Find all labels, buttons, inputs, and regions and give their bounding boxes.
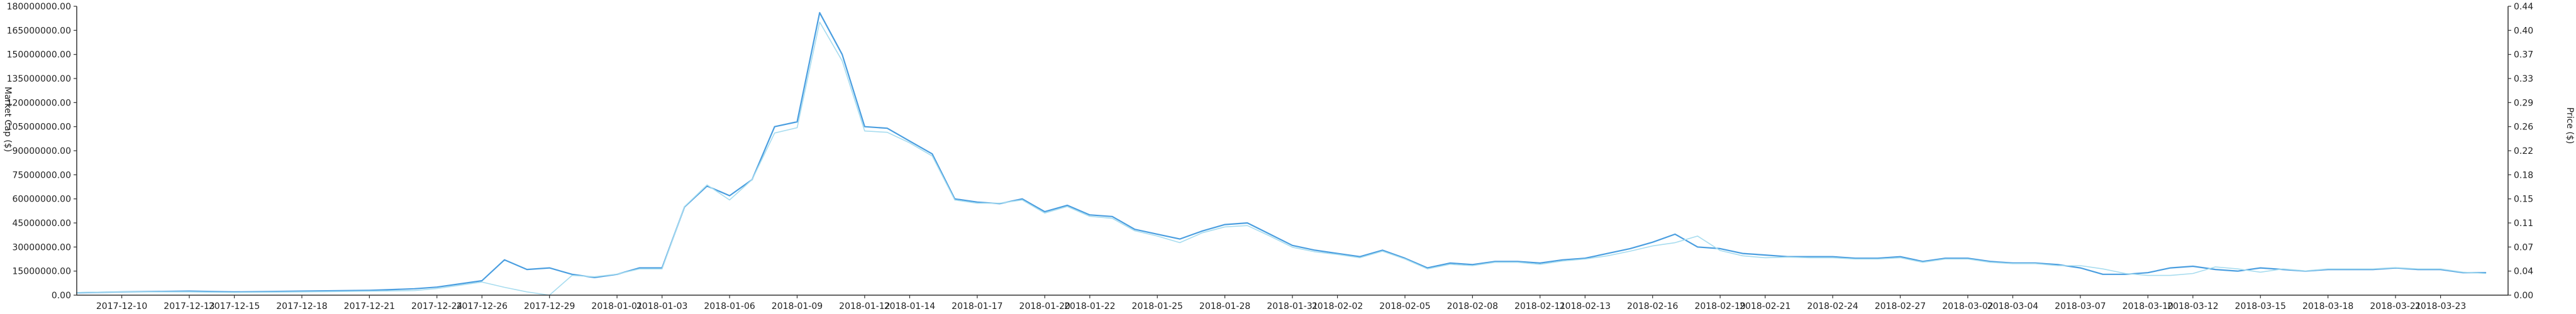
x-tick-label: 2017-12-29	[524, 301, 575, 311]
left-tick-label: 45000000.00	[12, 219, 71, 229]
left-tick-label: 60000000.00	[12, 195, 71, 205]
left-y-ticks: 0.00 15000000.00 30000000.00 45000000.00 600…	[7, 2, 77, 301]
x-tick-label: 2018-03-10	[2123, 301, 2174, 311]
x-tick-label: 2018-02-21	[1740, 301, 1790, 311]
x-tick-label: 2018-03-15	[2235, 301, 2286, 311]
series-lines	[75, 12, 2487, 296]
left-tick-label: 165000000.00	[7, 26, 71, 36]
x-tick-label: 2018-01-14	[884, 301, 935, 311]
x-tick-label: 2018-01-09	[772, 301, 823, 311]
right-tick-label: 0.29	[2514, 98, 2533, 108]
x-tick-label: 2018-03-18	[2302, 301, 2353, 311]
right-tick-label: 0.07	[2514, 242, 2533, 252]
x-tick-label: 2018-02-08	[1447, 301, 1498, 311]
x-tick-label: 2018-02-19	[1694, 301, 1745, 311]
x-tick-label: 2018-03-21	[2370, 301, 2421, 311]
x-tick-label: 2018-01-06	[704, 301, 755, 311]
x-tick-label: 2018-02-27	[1875, 301, 1926, 311]
x-tick-label: 2018-03-23	[2415, 301, 2466, 311]
left-tick-label: 75000000.00	[12, 170, 71, 180]
right-tick-label: 0.37	[2514, 50, 2533, 60]
x-tick-label: 2018-02-05	[1379, 301, 1430, 311]
right-tick-label: 0.44	[2514, 2, 2533, 12]
left-axis-title: Market Cap ($)	[3, 87, 13, 152]
x-tick-label: 2018-02-24	[1807, 301, 1858, 311]
right-tick-label: 0.11	[2514, 219, 2533, 229]
right-tick-label: 0.22	[2514, 146, 2533, 156]
x-tick-label: 2018-02-16	[1627, 301, 1678, 311]
x-tick-label: 2018-03-12	[2167, 301, 2218, 311]
x-tick-label: 2018-01-20	[1019, 301, 1070, 311]
x-tick-label: 2018-01-28	[1199, 301, 1250, 311]
left-tick-label: 30000000.00	[12, 242, 71, 252]
x-tick-label: 2017-12-15	[209, 301, 260, 311]
right-axis-title: Price ($)	[2565, 107, 2575, 144]
x-tick-label: 2017-12-13	[164, 301, 214, 311]
left-tick-label: 135000000.00	[7, 74, 71, 84]
x-tick-label: 2017-12-26	[457, 301, 508, 311]
market-cap-series-line	[75, 12, 2487, 294]
x-tick-label: 2018-03-07	[2055, 301, 2106, 311]
right-tick-label: 0.33	[2514, 74, 2533, 84]
x-tick-label: 2018-03-04	[1987, 301, 2038, 311]
left-tick-label: 105000000.00	[7, 122, 71, 133]
left-tick-label: 150000000.00	[7, 50, 71, 60]
right-y-ticks: 0.00 0.04 0.07 0.11 0.15 0.18 0.22 0.26 0.29 0.33…	[2508, 2, 2533, 301]
x-tick-label: 2018-01-17	[952, 301, 1002, 311]
x-tick-label: 2018-02-13	[1560, 301, 1611, 311]
right-tick-label: 0.15	[2514, 195, 2533, 205]
axes	[76, 6, 2509, 296]
x-tick-label: 2018-01-01	[591, 301, 642, 311]
right-tick-label: 0.00	[2514, 291, 2533, 301]
x-tick-label: 2018-01-03	[636, 301, 687, 311]
left-tick-label: 90000000.00	[12, 146, 71, 156]
right-tick-label: 0.26	[2514, 122, 2533, 133]
right-tick-label: 0.04	[2514, 267, 2533, 277]
right-tick-label: 0.40	[2514, 26, 2533, 36]
x-tick-label: 2017-12-10	[96, 301, 147, 311]
x-tick-label: 2018-01-31	[1267, 301, 1318, 311]
right-tick-label: 0.18	[2514, 170, 2533, 180]
x-tick-label: 2018-02-11	[1514, 301, 1565, 311]
left-tick-label: 15000000.00	[12, 267, 71, 277]
left-tick-label: 0.00	[52, 291, 71, 301]
x-tick-label: 2018-01-25	[1132, 301, 1183, 311]
x-tick-label: 2018-03-02	[1942, 301, 1993, 311]
x-tick-label: 2018-01-22	[1064, 301, 1115, 311]
left-tick-label: 120000000.00	[7, 98, 71, 108]
x-tick-label: 2018-02-02	[1312, 301, 1363, 311]
x-tick-label: 2017-12-24	[411, 301, 462, 311]
x-tick-label: 2017-12-21	[344, 301, 395, 311]
x-tick-label: 2017-12-18	[276, 301, 327, 311]
x-tick-label: 2018-01-12	[839, 301, 890, 311]
left-tick-label: 180000000.00	[7, 2, 71, 12]
price-series-line	[76, 21, 2486, 296]
